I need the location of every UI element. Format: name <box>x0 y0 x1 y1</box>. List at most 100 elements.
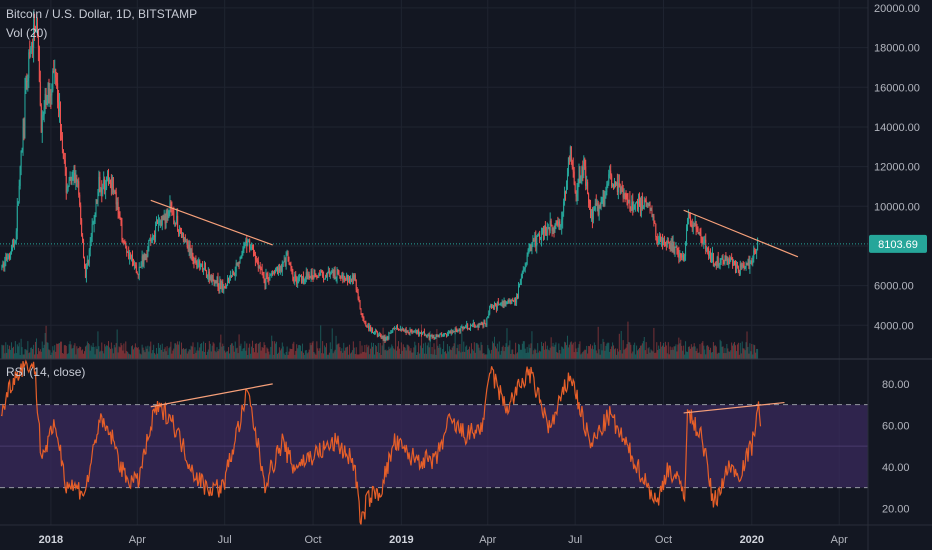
candle-body <box>265 274 267 285</box>
candle-body <box>131 255 133 259</box>
price-tick-label: 12000.00 <box>874 162 920 174</box>
candle-body <box>411 330 413 333</box>
volume-bar <box>300 351 302 359</box>
volume-bar <box>272 341 274 359</box>
volume-bar <box>445 351 447 359</box>
volume-bar <box>544 341 546 359</box>
volume-bar <box>264 345 266 359</box>
volume-bar <box>679 343 681 359</box>
candle-body <box>176 215 178 223</box>
volume-bar <box>707 345 709 359</box>
volume-bar <box>636 345 638 359</box>
candle-body <box>630 208 632 211</box>
candle-body <box>439 334 441 337</box>
volume-bar <box>662 343 664 359</box>
volume-bar <box>235 348 237 359</box>
volume-bar <box>405 350 407 359</box>
volume-bar <box>256 352 258 359</box>
candle-body <box>639 203 641 211</box>
candle-body <box>687 213 689 219</box>
volume-bar <box>363 351 365 359</box>
volume-bar <box>108 347 110 359</box>
candle-body <box>732 258 734 266</box>
candle-body <box>223 286 225 290</box>
volume-bar <box>7 344 9 359</box>
volume-bar <box>342 352 344 359</box>
candle-body <box>432 335 434 338</box>
candle-body <box>620 187 622 194</box>
volume-bar <box>270 346 272 359</box>
candle-body <box>561 219 563 226</box>
volume-bar <box>529 348 531 359</box>
volume-bar <box>450 350 452 359</box>
candle-body <box>41 115 43 133</box>
volume-bar <box>20 338 22 359</box>
candle-body <box>427 335 429 337</box>
volume-bar <box>64 345 66 359</box>
candle-body <box>694 221 696 226</box>
candle-body <box>601 200 603 204</box>
candle-body <box>45 93 47 105</box>
candle-body <box>50 93 52 96</box>
volume-bar <box>322 341 324 359</box>
candle-body <box>317 276 319 278</box>
candle-body <box>450 331 452 334</box>
candle-body <box>153 235 155 237</box>
candle-body <box>672 242 674 252</box>
candle-body <box>218 287 220 289</box>
volume-bar <box>229 344 231 359</box>
volume-bar <box>542 346 543 359</box>
volume-bar <box>567 347 569 359</box>
volume-bar <box>650 349 652 359</box>
volume-bar <box>75 354 77 359</box>
volume-bar <box>520 349 522 359</box>
symbol-title[interactable]: Bitcoin / U.S. Dollar, 1D, BITSTAMP <box>6 7 198 21</box>
candle-body <box>679 253 681 258</box>
candle-body <box>420 332 422 334</box>
candle-body <box>468 328 470 330</box>
volume-bar <box>108 341 109 359</box>
trendlines[interactable] <box>150 199 799 414</box>
volume-bar <box>698 352 700 359</box>
volume-bar <box>160 349 162 359</box>
volume-bar <box>370 348 372 359</box>
volume-bar <box>654 353 656 359</box>
volume-legend[interactable]: Vol (20) <box>6 26 48 40</box>
candle-body <box>378 334 380 336</box>
volume-bar <box>548 350 550 359</box>
volume-bar <box>404 347 406 359</box>
rsi-legend[interactable]: RSI (14, close) <box>6 365 86 379</box>
candle-body <box>698 232 700 234</box>
candle-body <box>707 247 709 249</box>
candle-body <box>686 227 688 243</box>
volume-bar <box>732 345 734 359</box>
candle-body <box>560 225 562 227</box>
candle-body <box>474 326 476 328</box>
candle-body <box>74 172 76 182</box>
candle-body <box>716 256 718 266</box>
volume-bar <box>407 344 409 359</box>
volume-bar <box>358 354 360 359</box>
last-price-tag <box>869 234 927 253</box>
candle-body <box>444 333 446 335</box>
candle-body <box>219 280 221 289</box>
volume-bar <box>664 341 666 359</box>
volume-bar <box>690 344 692 359</box>
candle-body <box>94 214 96 222</box>
volume-bar <box>301 343 303 359</box>
candle-body <box>663 240 665 243</box>
time-tick-label: Apr <box>479 534 496 546</box>
candle-body <box>660 236 662 241</box>
candle-body <box>199 260 201 268</box>
candle-body <box>123 241 125 243</box>
candle-body <box>145 255 147 258</box>
candle-body <box>654 222 656 224</box>
volume-bar <box>180 342 182 359</box>
volume-bar <box>193 354 195 359</box>
candle-body <box>722 256 724 261</box>
volume-bar <box>277 352 279 359</box>
volume-bar <box>686 351 688 359</box>
candle-body <box>446 334 448 336</box>
candle-body <box>256 260 258 262</box>
